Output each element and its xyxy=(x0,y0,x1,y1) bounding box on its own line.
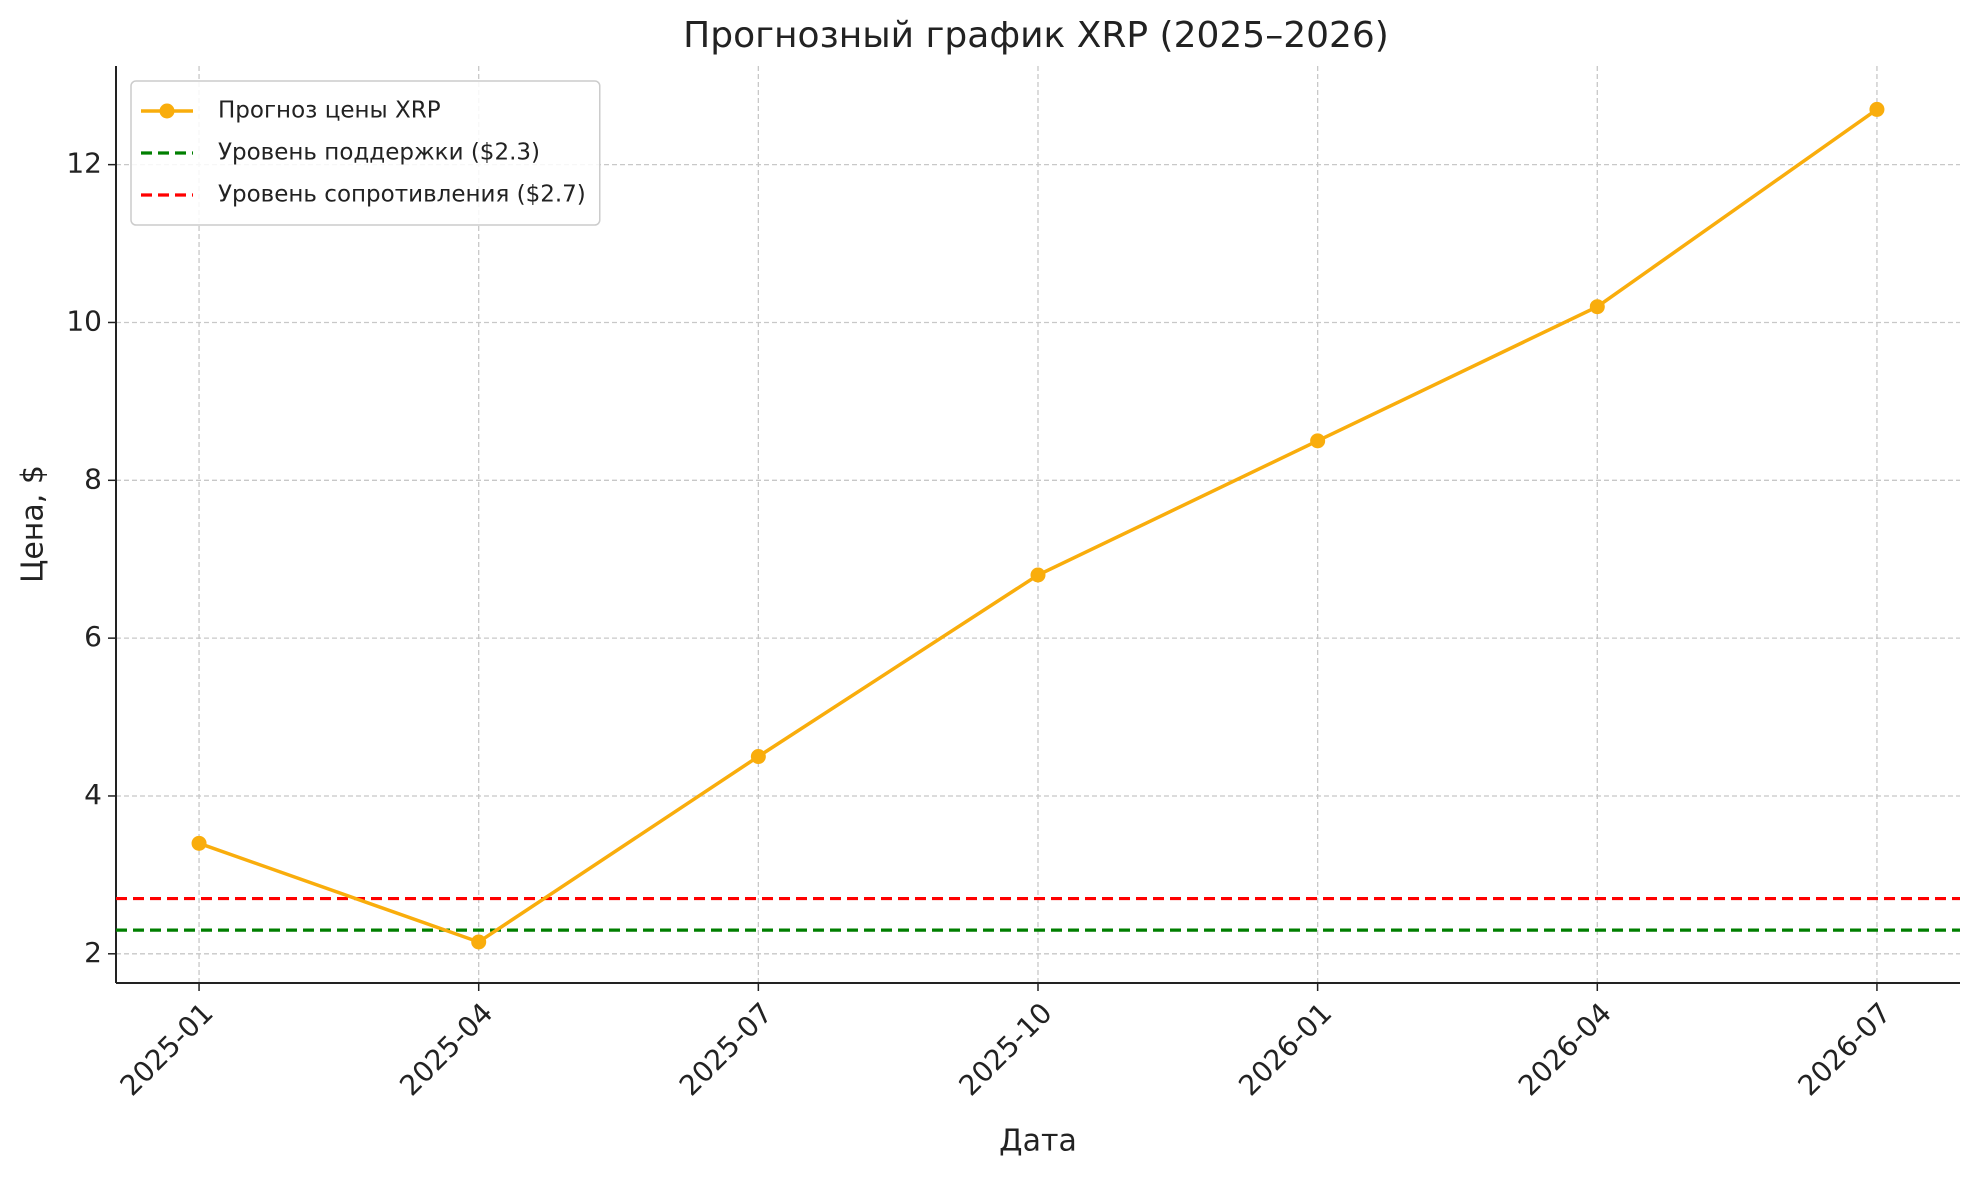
y-tick-label: 2 xyxy=(84,936,102,969)
data-point xyxy=(1310,433,1326,449)
data-point xyxy=(191,835,207,851)
legend: Прогноз цены XRP Уровень поддержки ($2.3)… xyxy=(130,80,601,226)
data-point xyxy=(1589,299,1605,315)
x-tick-label: 2026-04 xyxy=(1512,996,1618,1102)
y-tick-label: 12 xyxy=(66,147,102,180)
x-tick-label: 2025-01 xyxy=(114,996,220,1102)
data-point xyxy=(1869,101,1885,117)
legend-label: Уровень сопротивления ($2.7) xyxy=(218,182,586,208)
y-tick-label: 8 xyxy=(84,462,102,495)
legend-label: Уровень поддержки ($2.3) xyxy=(218,140,540,166)
legend-box xyxy=(130,80,601,226)
data-point xyxy=(750,749,766,765)
legend-label: Прогноз цены XRP xyxy=(218,98,441,124)
data-point xyxy=(1030,567,1046,583)
x-tick-label: 2025-07 xyxy=(673,996,779,1102)
y-axis-label: Цена, $ xyxy=(16,465,51,583)
x-tick-label: 2025-10 xyxy=(953,996,1059,1102)
x-tick-label: 2026-01 xyxy=(1232,996,1338,1102)
y-tick-label: 6 xyxy=(84,620,102,653)
chart-title: Прогнозный график XRP (2025–2026) xyxy=(683,15,1389,56)
x-tick-label: 2025-04 xyxy=(393,996,499,1102)
legend-marker xyxy=(159,103,175,119)
x-axis-label: Дата xyxy=(999,1124,1077,1159)
data-point xyxy=(471,934,487,950)
y-tick-label: 10 xyxy=(66,304,102,337)
y-tick-label: 4 xyxy=(84,778,102,811)
x-tick-label: 2026-07 xyxy=(1791,996,1897,1102)
